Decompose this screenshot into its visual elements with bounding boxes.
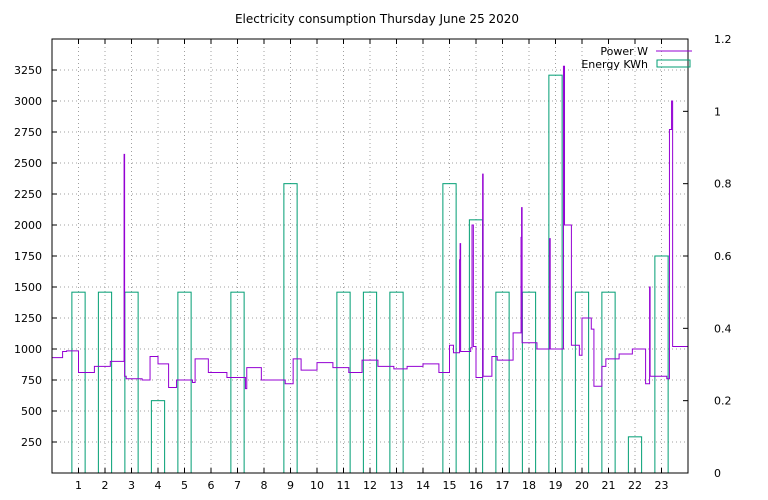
y-tick-label: 3250 (14, 64, 42, 77)
x-tick-label: 2 (102, 479, 109, 492)
x-tick-label: 19 (549, 479, 563, 492)
x-tick-label: 5 (181, 479, 188, 492)
power-line (52, 65, 688, 390)
x-tick-label: 10 (310, 479, 324, 492)
chart-title: Electricity consumption Thursday June 25… (235, 12, 519, 26)
y-tick-label: 1250 (14, 312, 42, 325)
x-tick-label: 6 (208, 479, 215, 492)
x-tick-label: 14 (416, 479, 430, 492)
y2-tick-label: 0 (714, 467, 721, 480)
legend-label-power: Power W (600, 45, 648, 58)
y-tick-label: 2500 (14, 157, 42, 170)
grid (52, 39, 688, 473)
energy-bars (71, 74, 669, 474)
x-tick-label: 7 (234, 479, 241, 492)
y-tick-label: 2000 (14, 219, 42, 232)
x-tick-label: 15 (443, 479, 457, 492)
y2-tick-label: 0.8 (714, 178, 732, 191)
y-tick-label: 500 (21, 405, 42, 418)
x-tick-label: 8 (261, 479, 268, 492)
x-tick-label: 16 (469, 479, 483, 492)
y-tick-label: 250 (21, 436, 42, 449)
y-tick-label: 2250 (14, 188, 42, 201)
y-tick-label: 1500 (14, 281, 42, 294)
x-tick-label: 18 (522, 479, 536, 492)
axis-ticks: 1 2 3 4 5 6 7 8 9 10 11 12 13 14 15 16 17 18 19 20 21 22 23250… (14, 33, 732, 492)
y-tick-label: 3000 (14, 95, 42, 108)
y-tick-label: 2750 (14, 126, 42, 139)
y2-tick-label: 0.2 (714, 395, 732, 408)
energy-bar (548, 74, 563, 474)
x-tick-label: 20 (575, 479, 589, 492)
x-tick-label: 13 (390, 479, 404, 492)
y2-tick-label: 1 (714, 105, 721, 118)
x-tick-label: 4 (155, 479, 162, 492)
x-tick-label: 17 (496, 479, 510, 492)
x-tick-label: 21 (602, 479, 616, 492)
y2-tick-label: 0.4 (714, 322, 732, 335)
energy-bar (654, 255, 669, 474)
y-tick-label: 1750 (14, 250, 42, 263)
power-line-layer (52, 65, 688, 390)
y2-tick-label: 1.2 (714, 33, 732, 46)
x-tick-label: 11 (337, 479, 351, 492)
x-tick-label: 3 (128, 479, 135, 492)
legend: Power W Energy KWh (581, 45, 692, 71)
y2-tick-label: 0.6 (714, 250, 732, 263)
x-tick-label: 12 (363, 479, 377, 492)
legend-label-energy: Energy KWh (581, 58, 648, 71)
x-tick-label: 1 (75, 479, 82, 492)
x-tick-label: 22 (628, 479, 642, 492)
y-tick-label: 1000 (14, 343, 42, 356)
y-tick-label: 750 (21, 374, 42, 387)
x-tick-label: 23 (655, 479, 669, 492)
legend-swatch-energy (656, 59, 691, 68)
x-tick-label: 9 (287, 479, 294, 492)
